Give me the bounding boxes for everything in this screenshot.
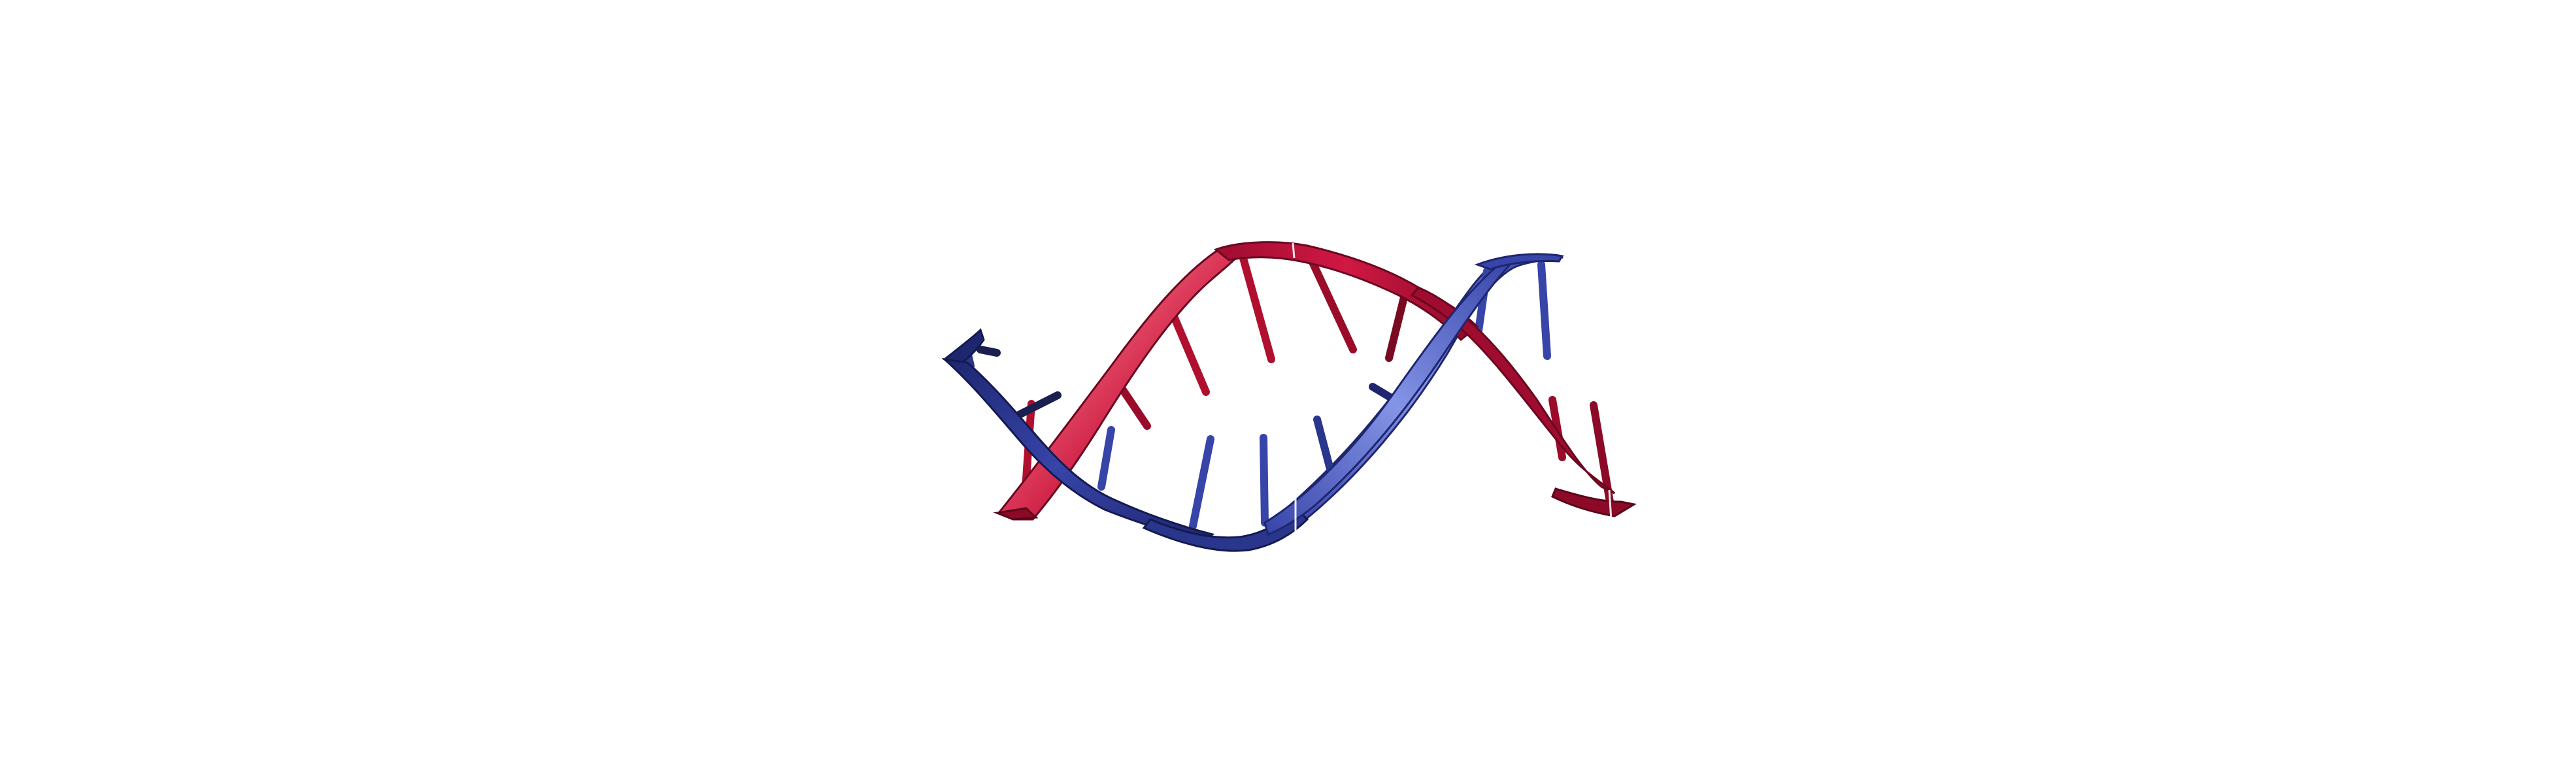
strand-b-bases — [962, 261, 1551, 530]
ribbon-highlights — [1292, 242, 1613, 536]
strand-a-ribbon — [993, 241, 1637, 521]
strand-b-ribbon — [941, 253, 1564, 552]
